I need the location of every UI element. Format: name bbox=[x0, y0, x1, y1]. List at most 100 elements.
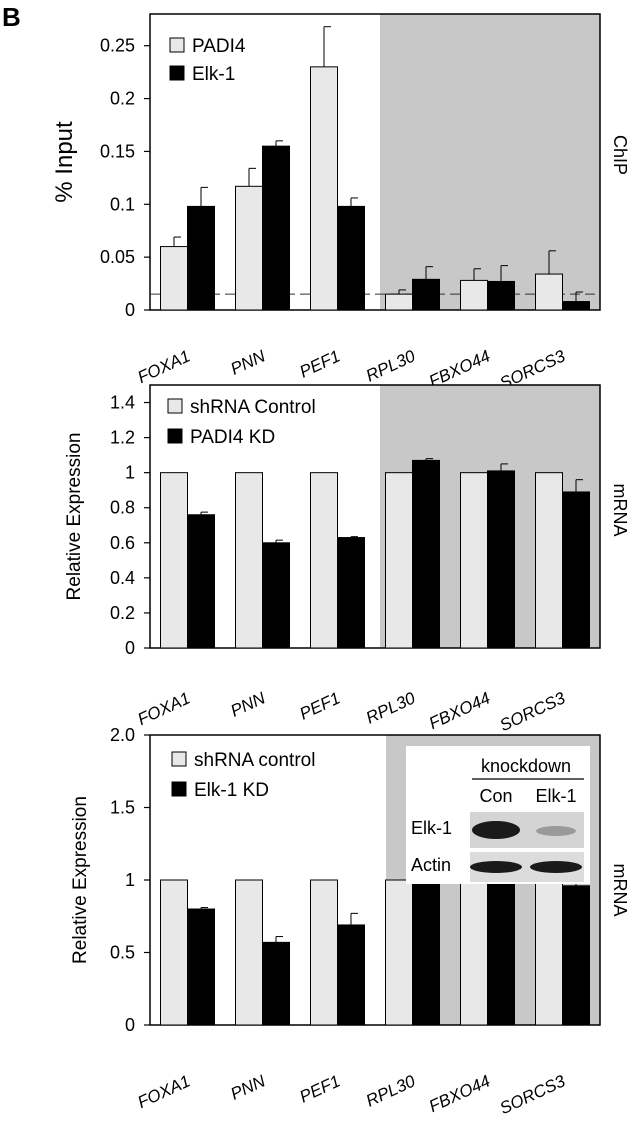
y-tick-label: 0.2 bbox=[110, 603, 135, 623]
inset-row-label: Actin bbox=[411, 855, 451, 875]
y-tick-label: 0 bbox=[125, 638, 135, 658]
legend-label: Elk-1 bbox=[192, 64, 235, 85]
bar-series-1 bbox=[160, 246, 188, 311]
legend-swatch bbox=[171, 751, 187, 767]
bar-series-2 bbox=[562, 885, 590, 1026]
y-tick-label: 0.6 bbox=[110, 533, 135, 553]
inset-header: knockdown bbox=[481, 756, 571, 776]
category-label: SORCS3 bbox=[497, 1071, 569, 1118]
legend-label: shRNA control bbox=[194, 750, 315, 771]
y-tick-label: 2.0 bbox=[110, 725, 135, 745]
y-tick-label: 1.4 bbox=[110, 393, 135, 413]
bar-series-1 bbox=[310, 66, 338, 311]
bar-series-1 bbox=[310, 879, 338, 1026]
category-label: RPL30 bbox=[363, 1071, 419, 1110]
bar-series-1 bbox=[385, 879, 413, 1026]
legend-swatch bbox=[167, 398, 183, 414]
bar-series-1 bbox=[235, 879, 263, 1026]
category-label: RPL30 bbox=[363, 346, 419, 385]
y-tick-label: 0.25 bbox=[100, 36, 135, 56]
category-label: FOXA1 bbox=[135, 1071, 194, 1112]
y-tick-label: 0.4 bbox=[110, 568, 135, 588]
y-tick-label: 1.5 bbox=[110, 798, 135, 818]
legend-label: Elk-1 KD bbox=[194, 780, 269, 801]
plot-frame bbox=[149, 13, 601, 311]
plot-frame bbox=[149, 384, 601, 649]
bar-series-2 bbox=[262, 542, 290, 649]
bar-series-2 bbox=[337, 205, 365, 311]
bar-series-1 bbox=[160, 472, 188, 649]
bar-series-2 bbox=[187, 514, 215, 649]
category-label: PEF1 bbox=[297, 1071, 344, 1106]
bar-series-1 bbox=[385, 472, 413, 649]
bar-series-2 bbox=[337, 924, 365, 1026]
legend-label: shRNA Control bbox=[190, 397, 316, 418]
blot-band-actin-kd bbox=[530, 861, 582, 873]
y-tick-label: 0.1 bbox=[110, 194, 135, 214]
bar-series-1 bbox=[460, 879, 488, 1026]
category-label: PNN bbox=[228, 1071, 269, 1104]
bar-series-2 bbox=[187, 908, 215, 1026]
category-label: FBXO44 bbox=[426, 688, 493, 733]
y-tick-label: 0.2 bbox=[110, 89, 135, 109]
inset-column-label: Con bbox=[479, 786, 512, 806]
inset-column-label: Elk-1 bbox=[535, 786, 576, 806]
legend-label: PADI4 bbox=[192, 36, 246, 57]
y-axis-label: Relative Expression bbox=[70, 796, 91, 964]
bar-series-2 bbox=[262, 941, 290, 1026]
side-label: mRNA bbox=[610, 484, 630, 537]
panel-label: B bbox=[2, 2, 21, 32]
side-label: ChIP bbox=[610, 135, 630, 175]
bar-series-2 bbox=[262, 145, 290, 311]
bar-series-1 bbox=[385, 293, 413, 311]
chip-chart: 0 0.05 0.1 0.15 0.2 0.25 % Input ChIP FOXA1 PNN PE… bbox=[51, 13, 630, 393]
bar-series-2 bbox=[412, 278, 440, 311]
category-label: PEF1 bbox=[297, 688, 344, 723]
category-label: SORCS3 bbox=[497, 688, 569, 735]
y-tick-label: 0 bbox=[125, 1015, 135, 1035]
blot-band-elk1-con bbox=[472, 821, 520, 839]
y-axis-label: Relative Expression bbox=[64, 433, 85, 601]
bar-series-1 bbox=[310, 472, 338, 649]
bar-series-1 bbox=[460, 472, 488, 649]
bar-series-2 bbox=[337, 537, 365, 649]
bar-series-1 bbox=[460, 279, 488, 311]
bar-series-2 bbox=[412, 459, 440, 649]
legend-swatch bbox=[167, 428, 183, 444]
category-label: RPL30 bbox=[363, 688, 419, 727]
y-tick-label: 1 bbox=[125, 870, 135, 890]
side-label: mRNA bbox=[610, 864, 630, 917]
y-tick-label: 1.2 bbox=[110, 428, 135, 448]
padi4-kd-expression-chart: 0 0.2 0.4 0.6 0.8 1 1.2 1.4 Relative Expression m… bbox=[64, 384, 630, 735]
y-tick-label: 0 bbox=[125, 300, 135, 320]
y-tick-label: 1 bbox=[125, 463, 135, 483]
legend-label: PADI4 KD bbox=[190, 427, 275, 448]
y-tick-label: 0.5 bbox=[110, 943, 135, 963]
shaded-region bbox=[380, 14, 600, 310]
legend-swatch bbox=[169, 37, 185, 53]
bar-series-2 bbox=[487, 470, 515, 649]
category-label: FOXA1 bbox=[135, 688, 194, 729]
elk1-kd-expression-chart: 0 0.5 1 1.5 2.0 Relative Expression mRNA FOXA1 P… bbox=[70, 725, 630, 1118]
bar-series-1 bbox=[535, 472, 563, 649]
category-label: PNN bbox=[228, 688, 269, 721]
y-axis-label: % Input bbox=[51, 121, 78, 203]
bar-series-1 bbox=[235, 472, 263, 649]
y-tick-label: 0.8 bbox=[110, 498, 135, 518]
category-label: FBXO44 bbox=[426, 1071, 493, 1116]
blot-band-actin-con bbox=[470, 861, 522, 873]
bar-series-1 bbox=[535, 879, 563, 1026]
y-tick-label: 0.15 bbox=[100, 141, 135, 161]
legend-swatch bbox=[169, 65, 185, 81]
blot-band-elk1-kd bbox=[536, 826, 576, 836]
bar-series-2 bbox=[562, 301, 590, 311]
legend-swatch bbox=[171, 781, 187, 797]
bar-series-2 bbox=[487, 280, 515, 311]
category-label: FOXA1 bbox=[135, 346, 194, 387]
bar-series-1 bbox=[160, 879, 188, 1026]
bar-series-2 bbox=[187, 205, 215, 311]
bar-series-2 bbox=[562, 491, 590, 649]
bar-series-1 bbox=[535, 273, 563, 311]
bar-series-1 bbox=[235, 185, 263, 311]
